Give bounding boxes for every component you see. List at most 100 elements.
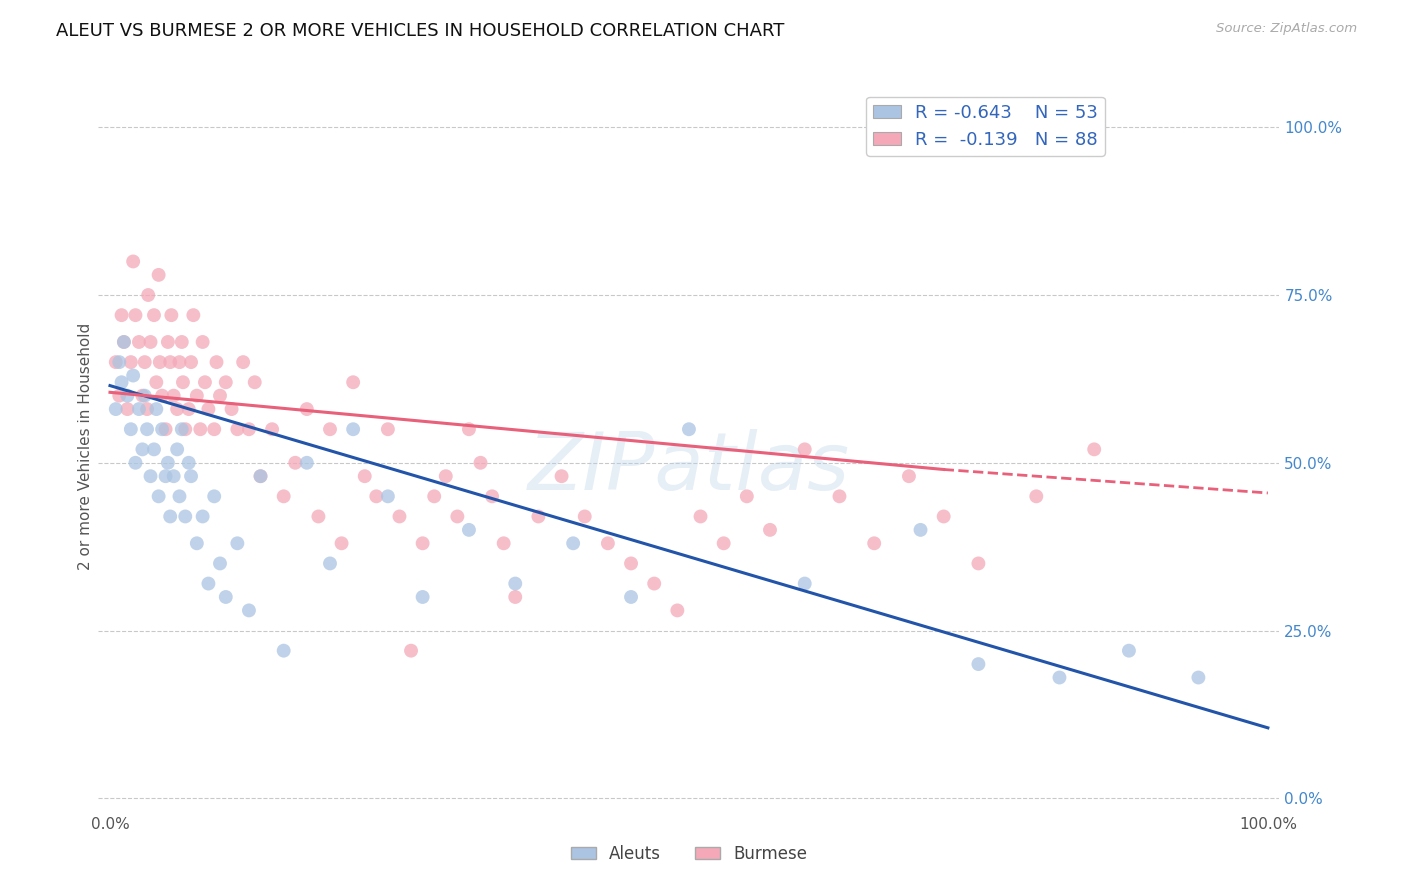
Point bbox=[112, 334, 135, 349]
Point bbox=[620, 590, 643, 604]
Point bbox=[470, 456, 492, 470]
Point bbox=[163, 469, 186, 483]
Point bbox=[117, 389, 139, 403]
Point bbox=[110, 308, 132, 322]
Point bbox=[139, 469, 162, 483]
Point bbox=[128, 402, 150, 417]
Point bbox=[678, 422, 700, 436]
Point bbox=[399, 643, 422, 657]
Point bbox=[249, 469, 271, 483]
Point bbox=[183, 308, 205, 322]
Point bbox=[910, 523, 932, 537]
Point bbox=[330, 536, 353, 550]
Point bbox=[828, 489, 851, 503]
Point bbox=[202, 489, 225, 503]
Point bbox=[134, 389, 156, 403]
Point bbox=[273, 643, 295, 657]
Point bbox=[243, 376, 266, 390]
Legend: Aleuts, Burmese: Aleuts, Burmese bbox=[564, 838, 814, 869]
Point bbox=[155, 422, 177, 436]
Point bbox=[112, 334, 135, 349]
Point bbox=[366, 489, 388, 503]
Point bbox=[110, 376, 132, 390]
Point bbox=[262, 422, 284, 436]
Point bbox=[191, 509, 214, 524]
Point bbox=[169, 489, 191, 503]
Point bbox=[412, 536, 434, 550]
Point bbox=[208, 557, 231, 571]
Point bbox=[423, 489, 446, 503]
Point bbox=[713, 536, 735, 550]
Point bbox=[148, 268, 170, 282]
Point bbox=[215, 590, 238, 604]
Point bbox=[197, 576, 219, 591]
Point bbox=[104, 402, 127, 417]
Point bbox=[643, 576, 665, 591]
Point bbox=[284, 456, 307, 470]
Point bbox=[1025, 489, 1047, 503]
Point bbox=[221, 402, 243, 417]
Point bbox=[295, 456, 318, 470]
Point bbox=[174, 422, 197, 436]
Point bbox=[205, 355, 228, 369]
Point bbox=[226, 422, 249, 436]
Point bbox=[155, 469, 177, 483]
Point bbox=[124, 456, 146, 470]
Point bbox=[145, 376, 167, 390]
Point bbox=[180, 469, 202, 483]
Point bbox=[122, 254, 145, 268]
Point bbox=[273, 489, 295, 503]
Point bbox=[108, 389, 131, 403]
Point bbox=[596, 536, 619, 550]
Point bbox=[481, 489, 503, 503]
Point bbox=[104, 355, 127, 369]
Point bbox=[170, 422, 193, 436]
Point bbox=[186, 389, 208, 403]
Point bbox=[689, 509, 711, 524]
Point bbox=[108, 355, 131, 369]
Point bbox=[124, 308, 146, 322]
Point bbox=[131, 442, 153, 457]
Point bbox=[307, 509, 329, 524]
Point bbox=[319, 557, 342, 571]
Point bbox=[353, 469, 375, 483]
Point bbox=[458, 523, 481, 537]
Point bbox=[208, 389, 231, 403]
Point bbox=[897, 469, 920, 483]
Point bbox=[143, 308, 166, 322]
Point bbox=[145, 402, 167, 417]
Point bbox=[191, 334, 214, 349]
Point bbox=[295, 402, 318, 417]
Point bbox=[149, 355, 172, 369]
Point bbox=[120, 355, 142, 369]
Point bbox=[136, 402, 159, 417]
Point bbox=[412, 590, 434, 604]
Point bbox=[136, 422, 159, 436]
Point bbox=[172, 376, 194, 390]
Point bbox=[503, 590, 526, 604]
Point bbox=[202, 422, 225, 436]
Point bbox=[503, 576, 526, 591]
Point bbox=[131, 389, 153, 403]
Point bbox=[136, 288, 159, 302]
Point bbox=[458, 422, 481, 436]
Point bbox=[226, 536, 249, 550]
Point bbox=[194, 376, 217, 390]
Point bbox=[143, 442, 166, 457]
Point bbox=[148, 489, 170, 503]
Point bbox=[1049, 671, 1071, 685]
Point bbox=[120, 422, 142, 436]
Point bbox=[159, 355, 181, 369]
Point bbox=[232, 355, 254, 369]
Point bbox=[562, 536, 585, 550]
Point bbox=[186, 536, 208, 550]
Point bbox=[166, 442, 188, 457]
Point bbox=[574, 509, 596, 524]
Point bbox=[446, 509, 468, 524]
Point bbox=[170, 334, 193, 349]
Point bbox=[215, 376, 238, 390]
Point bbox=[169, 355, 191, 369]
Point bbox=[967, 657, 990, 671]
Point bbox=[527, 509, 550, 524]
Point bbox=[1083, 442, 1105, 457]
